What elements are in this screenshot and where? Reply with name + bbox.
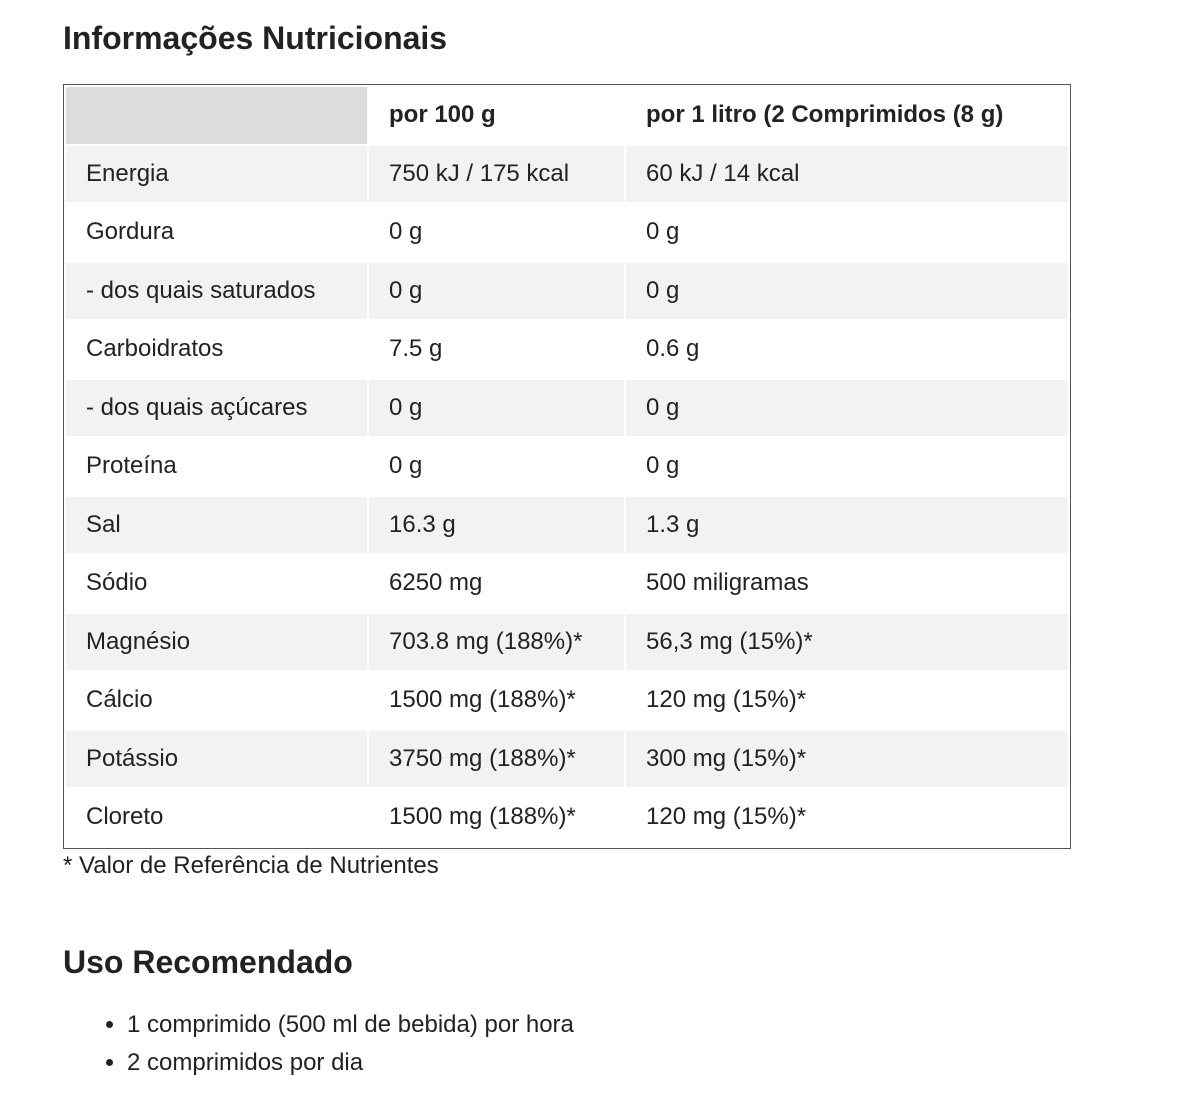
table-cell: 0 g <box>646 452 680 480</box>
table-cell: 6250 mg <box>389 569 483 597</box>
table-row: Sal 16.3 g 1.3 g <box>66 496 1068 553</box>
table-row: Cloreto 1500 mg (188%)* 120 mg (15%)* <box>66 789 1068 846</box>
table-cell: - dos quais saturados <box>66 262 367 319</box>
table-cell: 56,3 mg (15%)* <box>626 613 1068 670</box>
table-cell: 0 g <box>389 452 423 480</box>
table-row: Carboidratos 7.5 g 0.6 g <box>66 321 1068 378</box>
table-row: Energia 750 kJ / 175 kcal 60 kJ / 14 kcal <box>66 145 1068 202</box>
table-cell: Proteína <box>86 452 177 480</box>
table-cell: Magnésio <box>66 613 367 670</box>
header-cell <box>66 87 367 144</box>
usage-item: 2 comprimidos por dia <box>127 1044 574 1082</box>
table-cell: 0.6 g <box>646 335 700 363</box>
table-cell: Sódio <box>86 569 148 597</box>
table-row: Potássio 3750 mg (188%)* 300 mg (15%)* <box>66 730 1068 787</box>
table-row: Gordura 0 g 0 g <box>66 204 1068 261</box>
header-cell: por 1 litro (2 Comprimidos (8 g) <box>626 87 1068 144</box>
table-cell: 120 mg (15%)* <box>646 803 807 831</box>
table-cell: 0 g <box>369 262 624 319</box>
table-body: Energia 750 kJ / 175 kcal 60 kJ / 14 kcal G… <box>66 145 1068 846</box>
table-cell: Cloreto <box>86 803 164 831</box>
table-cell: 120 mg (15%)* <box>646 686 807 714</box>
table-cell: 500 miligramas <box>646 569 809 597</box>
table-cell: 1.3 g <box>626 496 1068 553</box>
table-cell: Cálcio <box>86 686 153 714</box>
table-cell: 0 g <box>626 379 1068 436</box>
table-cell: 60 kJ / 14 kcal <box>626 145 1068 202</box>
footnote: * Valor de Referência de Nutrientes <box>63 852 439 879</box>
table-cell: 0 g <box>369 379 624 436</box>
section-title: Uso Recomendado <box>63 944 353 980</box>
table-cell: 1500 mg (188%)* <box>389 803 576 831</box>
table-cell: Gordura <box>86 218 175 246</box>
table-cell: Energia <box>66 145 367 202</box>
table-cell: 750 kJ / 175 kcal <box>369 145 624 202</box>
usage-list: 1 comprimido (500 ml de bebida) por hora… <box>63 1006 574 1082</box>
table-cell: 1500 mg (188%)* <box>389 686 576 714</box>
table-cell: 3750 mg (188%)* <box>369 730 624 787</box>
table-row: Cálcio 1500 mg (188%)* 120 mg (15%)* <box>66 672 1068 729</box>
header-cell: por 100 g <box>369 87 624 144</box>
table-cell: 0 g <box>646 218 680 246</box>
table-cell: Sal <box>66 496 367 553</box>
nutrition-table: por 100 g por 1 litro (2 Comprimidos (8 … <box>63 84 1071 849</box>
table-cell: 16.3 g <box>369 496 624 553</box>
section-title: Informações Nutricionais <box>63 20 448 56</box>
table-row: Proteína 0 g 0 g <box>66 438 1068 495</box>
table-cell: Potássio <box>66 730 367 787</box>
table-cell: 0 g <box>626 262 1068 319</box>
table-cell: Carboidratos <box>86 335 224 363</box>
table-cell: 7.5 g <box>389 335 443 363</box>
table-cell: 300 mg (15%)* <box>626 730 1068 787</box>
table-row: Sódio 6250 mg 500 miligramas <box>66 555 1068 612</box>
table-cell: - dos quais açúcares <box>66 379 367 436</box>
table-cell: 0 g <box>389 218 423 246</box>
table-cell: 703.8 mg (188%)* <box>369 613 624 670</box>
header-row: por 100 g por 1 litro (2 Comprimidos (8 … <box>66 87 1068 144</box>
usage-item: 1 comprimido (500 ml de bebida) por hora <box>127 1006 574 1044</box>
table-row: Magnésio 703.8 mg (188%)* 56,3 mg (15%)* <box>66 613 1068 670</box>
